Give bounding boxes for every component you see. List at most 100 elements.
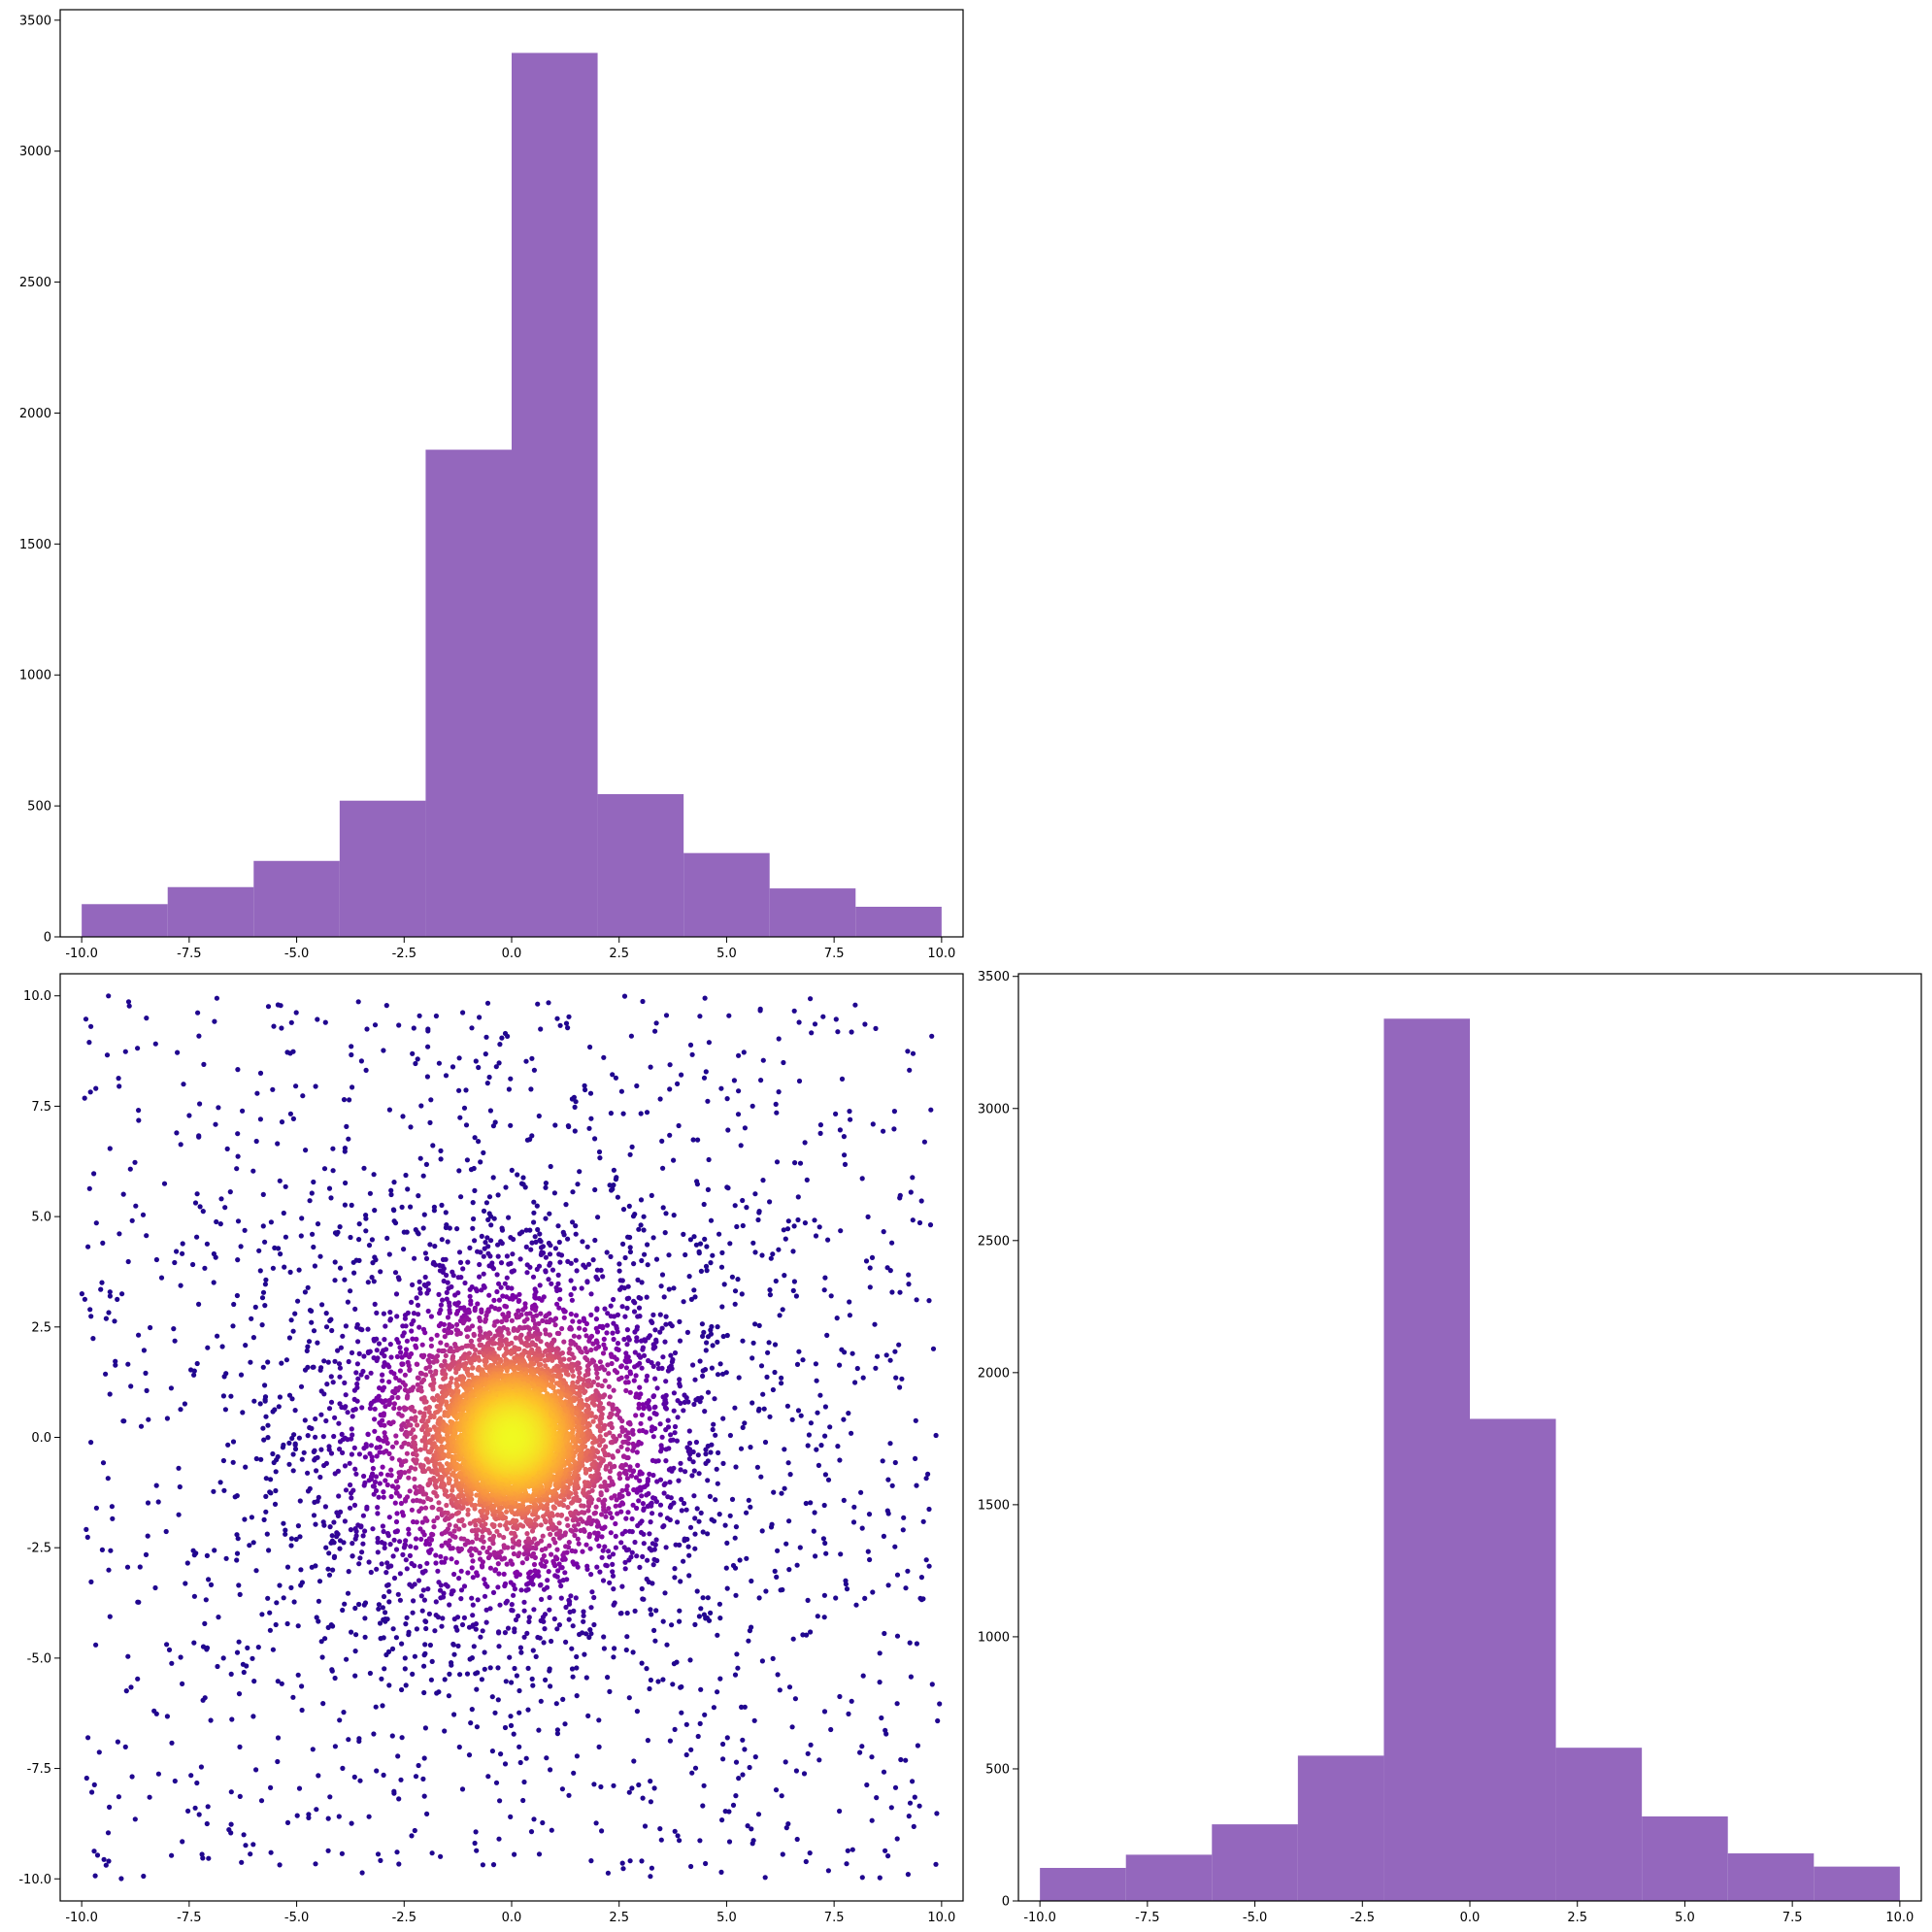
scatter-point — [588, 1858, 594, 1864]
scatter-point — [474, 1570, 480, 1576]
scatter-point — [481, 1545, 486, 1550]
scatter-point — [683, 1751, 689, 1758]
scatter-point — [741, 1049, 747, 1055]
scatter-point — [610, 1573, 616, 1579]
scatter-point — [570, 1368, 576, 1374]
scatter-point — [614, 1346, 619, 1351]
scatter-point — [787, 1472, 793, 1478]
scatter-point — [421, 1689, 427, 1696]
scatter-point — [445, 1510, 450, 1516]
scatter-point — [355, 1339, 361, 1345]
scatter-point — [422, 1505, 429, 1511]
scatter-point — [460, 1493, 466, 1499]
scatter-point — [754, 1464, 761, 1470]
scatter-point — [348, 1482, 353, 1488]
scatter-point — [341, 1540, 347, 1546]
scatter-point — [583, 1320, 590, 1327]
scatter-point — [126, 1003, 132, 1009]
scatter-point — [628, 1033, 635, 1039]
scatter-point — [386, 1450, 392, 1456]
scatter-point — [479, 1233, 484, 1239]
scatter-point — [733, 1524, 740, 1530]
scatter-point — [504, 1368, 510, 1374]
scatter-point — [419, 1342, 425, 1348]
scatter-point — [340, 1765, 346, 1771]
scatter-point — [873, 1365, 879, 1371]
scatter-point — [937, 1701, 943, 1707]
scatter-point — [446, 1693, 451, 1699]
scatter-point — [516, 1613, 521, 1619]
scatter-point — [704, 1268, 710, 1274]
scatter-point — [371, 1279, 377, 1284]
scatter-point — [825, 1237, 831, 1243]
scatter-point — [568, 1291, 574, 1298]
scatter-point — [545, 1578, 550, 1583]
scatter-point — [315, 1340, 320, 1346]
scatter-point — [487, 1214, 494, 1219]
scatter-point — [645, 1557, 650, 1563]
scatter-point — [459, 1621, 466, 1628]
scatter-point — [650, 1511, 655, 1516]
scatter-point — [555, 1223, 561, 1229]
scatter-point — [905, 1568, 911, 1574]
scatter-point — [729, 1496, 736, 1502]
scatter-point — [715, 1481, 720, 1486]
scatter-point — [531, 1561, 538, 1568]
scatter-point — [616, 1476, 623, 1482]
scatter-point — [472, 1502, 478, 1509]
scatter-point — [767, 1292, 774, 1298]
scatter-point — [384, 1482, 390, 1488]
scatter-point — [610, 1561, 616, 1567]
scatter-point — [237, 1793, 243, 1799]
scatter-point — [573, 1509, 579, 1515]
scatter-point — [659, 1272, 666, 1278]
scatter-point — [103, 1316, 109, 1321]
scatter-point — [119, 1291, 125, 1297]
scatter-point — [272, 1501, 279, 1507]
scatter-point — [575, 1366, 581, 1372]
scatter-point — [215, 1333, 220, 1339]
scatter-point — [253, 1138, 259, 1145]
scatter-point — [451, 1571, 457, 1578]
scatter-point — [746, 1638, 751, 1644]
scatter-point — [681, 1558, 686, 1564]
scatter-point — [144, 1016, 150, 1021]
scatter-point — [487, 1606, 493, 1612]
scatter-point — [483, 1240, 488, 1246]
scatter-point — [703, 1451, 709, 1457]
scatter-point — [451, 1651, 457, 1657]
scatter-point — [636, 1305, 643, 1311]
scatter-point — [821, 1592, 828, 1598]
scatter-point — [382, 1422, 387, 1428]
scatter-point — [497, 1602, 503, 1608]
scatter-point — [552, 1122, 558, 1128]
scatter-point — [349, 1629, 354, 1635]
scatter-point — [104, 1052, 111, 1058]
scatter-point — [752, 1754, 758, 1760]
scatter-point — [616, 1261, 622, 1267]
scatter-point — [576, 1375, 583, 1381]
scatter-point — [475, 1670, 481, 1676]
scatter-point — [470, 1365, 476, 1371]
scatter-point — [530, 1648, 536, 1653]
scatter-point — [645, 1262, 650, 1268]
scatter-point — [766, 1340, 772, 1346]
scatter-point — [821, 1287, 827, 1293]
scatter-point — [647, 1546, 652, 1551]
scatter-point — [434, 1358, 440, 1364]
scatter-point — [546, 1569, 551, 1575]
scatter-point — [568, 1341, 574, 1347]
scatter-point — [687, 1657, 693, 1663]
scatter-point — [422, 1568, 428, 1574]
scatter-point — [535, 1001, 541, 1007]
scatter-point — [747, 1764, 752, 1771]
scatter-point — [503, 1304, 510, 1310]
scatter-point — [584, 1244, 590, 1249]
scatter-point — [531, 1210, 537, 1216]
scatter-point — [683, 1507, 689, 1513]
scatter-point — [180, 1250, 185, 1256]
scatter-point — [436, 1291, 442, 1297]
scatter-point — [286, 1335, 292, 1341]
scatter-point — [689, 1051, 695, 1057]
